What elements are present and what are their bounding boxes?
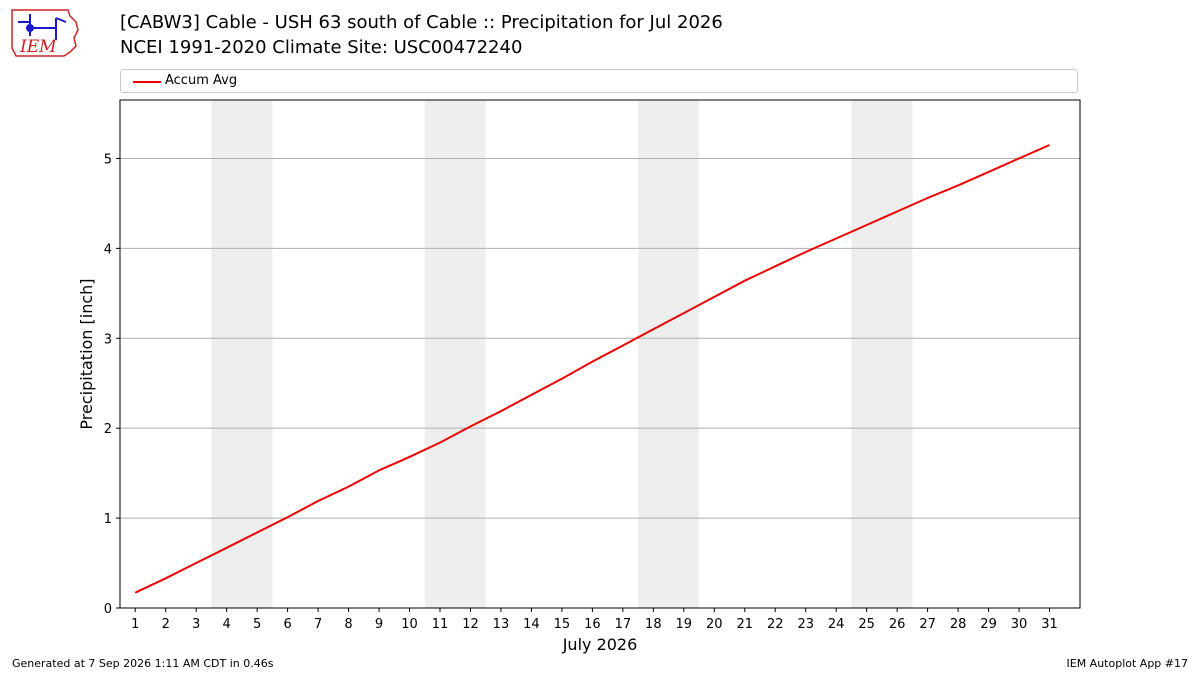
y-tick-label: 3	[104, 332, 112, 347]
iowa-state-outline	[11, 9, 79, 57]
iem-logo: IEM	[11, 9, 79, 57]
x-tick-label: 2	[162, 617, 170, 632]
x-tick-label: 14	[523, 617, 540, 632]
y-axis-label: Precipitation [inch]	[77, 278, 96, 429]
app-footer: IEM Autoplot App #17	[1066, 657, 1189, 670]
x-tick-label: 5	[253, 617, 261, 632]
x-tick-label: 13	[493, 617, 510, 632]
x-axis-label: July 2026	[562, 635, 638, 654]
weekend-band	[424, 100, 486, 608]
x-tick-label: 19	[676, 617, 693, 632]
legend: Accum Avg	[120, 69, 1078, 93]
legend-swatch	[133, 81, 161, 83]
x-tick-label: 24	[828, 617, 845, 632]
x-tick-label: 31	[1041, 617, 1058, 632]
x-tick-label: 7	[314, 617, 322, 632]
x-tick-label: 17	[615, 617, 632, 632]
generated-footer: Generated at 7 Sep 2026 1:11 AM CDT in 0…	[12, 657, 274, 670]
x-tick-label: 10	[401, 617, 418, 632]
x-tick-label: 23	[797, 617, 814, 632]
x-tick-label: 4	[223, 617, 231, 632]
x-tick-label: 11	[432, 617, 449, 632]
y-tick-label: 4	[104, 242, 112, 257]
y-tick-label: 5	[104, 152, 112, 167]
x-tick-label: 18	[645, 617, 662, 632]
x-tick-label: 15	[554, 617, 571, 632]
series-line-accum-avg	[134, 144, 1050, 594]
legend-label: Accum Avg	[165, 73, 238, 88]
x-tick-label: 9	[375, 617, 383, 632]
chart-title: [CABW3] Cable - USH 63 south of Cable ::…	[120, 12, 723, 33]
y-tick-label: 0	[104, 602, 112, 617]
x-tick-label: 30	[1011, 617, 1028, 632]
plot-frame	[119, 99, 1081, 609]
x-tick-label: 6	[283, 617, 291, 632]
x-tick-label: 29	[980, 617, 997, 632]
weekend-band	[638, 100, 700, 608]
x-tick-label: 25	[858, 617, 875, 632]
y-tick-label: 2	[104, 422, 112, 437]
x-tick-label: 26	[889, 617, 906, 632]
x-tick-label: 21	[736, 617, 753, 632]
chart-subtitle: NCEI 1991-2020 Climate Site: USC00472240	[120, 37, 523, 58]
x-tick-label: 1	[131, 617, 139, 632]
x-tick-label: 3	[192, 617, 200, 632]
weather-station-icon	[18, 14, 67, 40]
x-tick-label: 8	[344, 617, 352, 632]
x-tick-label: 16	[584, 617, 601, 632]
y-tick-label: 1	[104, 512, 112, 527]
x-tick-label: 27	[919, 617, 936, 632]
x-tick-label: 28	[950, 617, 967, 632]
x-tick-label: 12	[462, 617, 479, 632]
weekend-band	[211, 100, 273, 608]
weekend-band	[851, 100, 913, 608]
x-tick-label: 22	[767, 617, 784, 632]
x-tick-label: 20	[706, 617, 723, 632]
logo-text: IEM	[19, 37, 57, 57]
